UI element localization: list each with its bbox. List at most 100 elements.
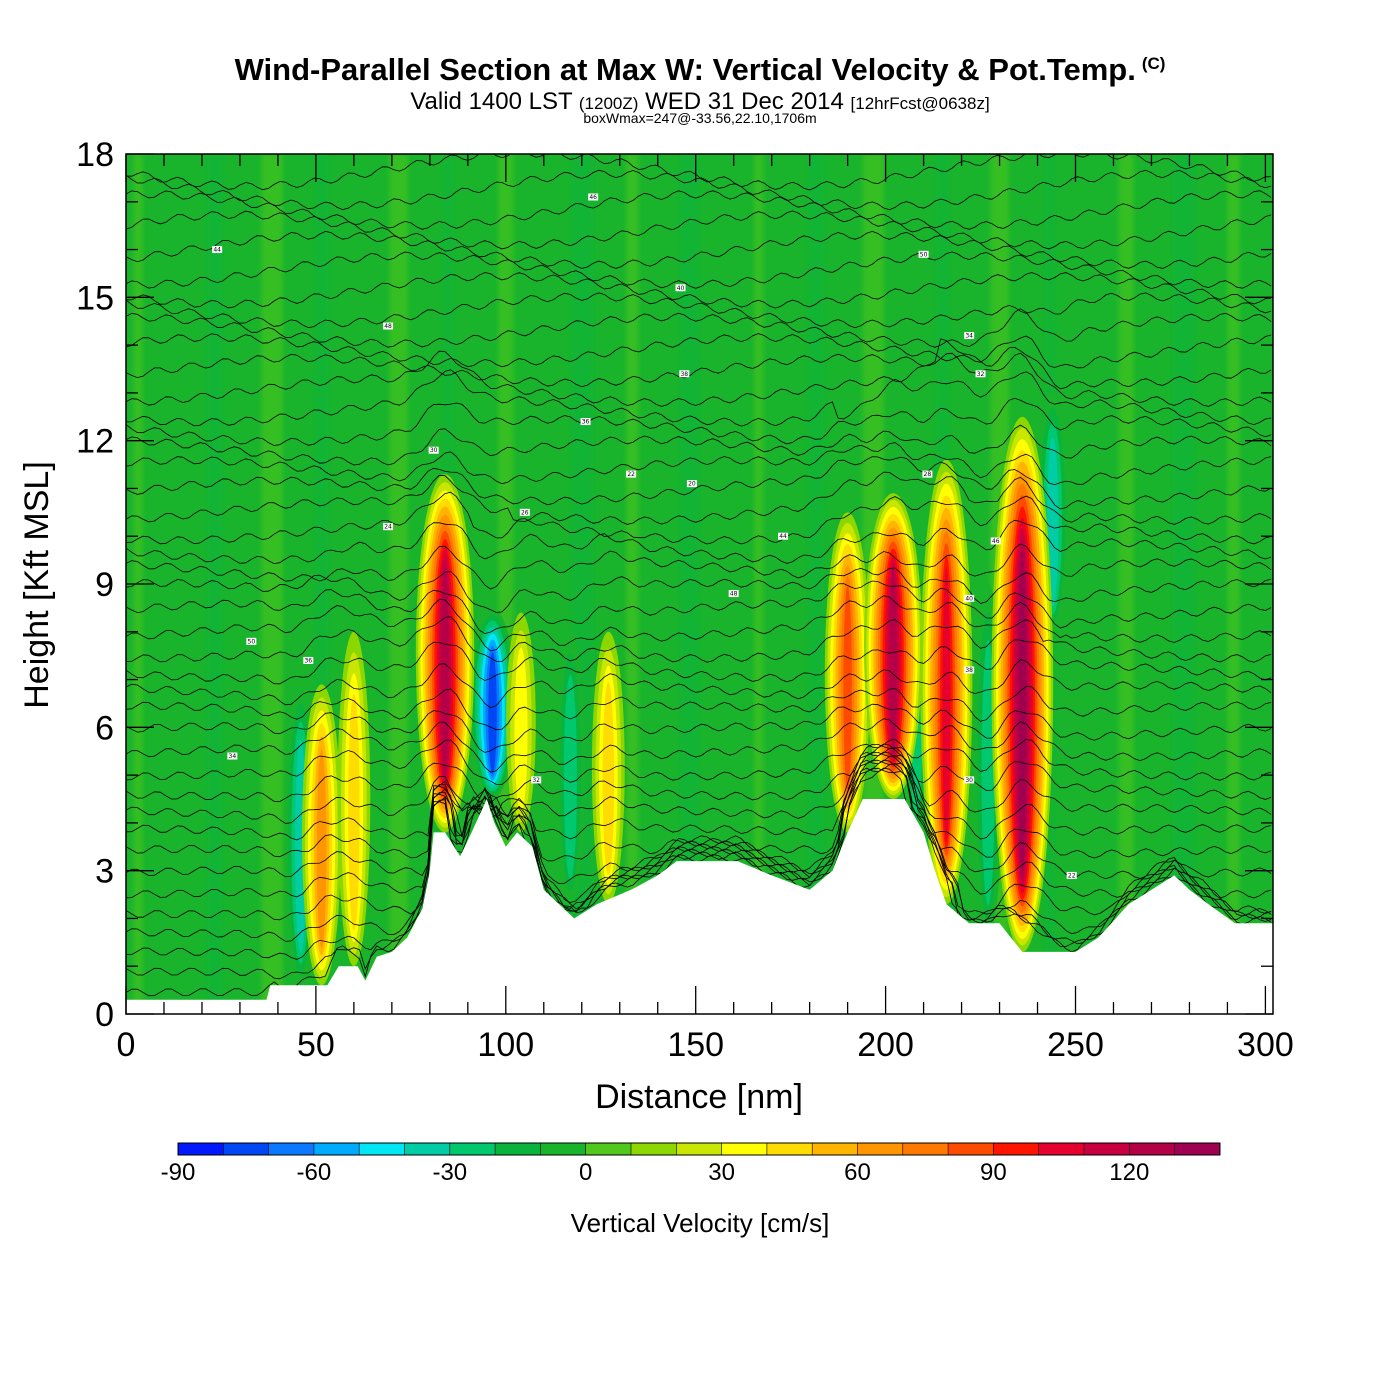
colorbar-swatch (449, 1143, 496, 1155)
colorbar-swatch (495, 1143, 541, 1155)
contour-label: 30 (965, 777, 973, 784)
contour-label-bg (303, 656, 314, 664)
theta-contour (126, 639, 1272, 685)
theta-contour (126, 744, 1272, 802)
colorbar-tick-label: -30 (432, 1159, 467, 1186)
x-axis-title: Distance [nm] (595, 1078, 803, 1116)
theta-contour (126, 154, 1272, 191)
theta-contour (126, 230, 1272, 269)
y-tick-label: 6 (95, 709, 114, 747)
colorbar-tick-label: 120 (1109, 1159, 1149, 1186)
theta-contour (126, 338, 1272, 390)
contour-label-bg (964, 594, 975, 602)
theta-contour (126, 759, 1272, 942)
colorbar-swatch (1174, 1143, 1221, 1155)
contour-label-bg (964, 332, 975, 340)
forecast-info: [12hrFcst@0638z] (850, 94, 990, 113)
contour-label-bg (975, 370, 986, 378)
colorbar-swatch (993, 1143, 1040, 1155)
contour-label: 44 (779, 533, 787, 540)
theta-contour (126, 190, 1272, 230)
contour-label: 24 (384, 524, 392, 531)
colorbar-swatch (766, 1143, 813, 1155)
contour-label: 26 (521, 509, 529, 516)
theta-contour (126, 292, 1272, 329)
colorbar-swatch (948, 1143, 994, 1155)
colorbar-tick-label: -60 (297, 1159, 332, 1186)
theta-contour (126, 424, 1272, 466)
theta-contour (126, 752, 1272, 862)
contour-label-bg (728, 590, 739, 598)
x-tick-label: 150 (667, 1026, 724, 1064)
background-streak (754, 154, 764, 1014)
downdraft-band (488, 652, 497, 774)
contour-label: 38 (680, 371, 688, 378)
colorbar-swatch (359, 1143, 405, 1155)
theta-contour (126, 350, 1272, 407)
contour-label-bg (990, 537, 1001, 545)
y-tick-label: 12 (76, 423, 114, 461)
colorbar-tick-label: 0 (579, 1159, 592, 1186)
updraft-band (843, 586, 852, 790)
theta-contour (126, 738, 1272, 785)
background-streak (207, 154, 223, 1014)
contour-label: 22 (1068, 872, 1076, 879)
theta-contour (126, 659, 1272, 709)
copyright-mark: (C) (1141, 53, 1166, 73)
valid-time: Valid 1400 LST (410, 88, 573, 115)
updraft-band (514, 647, 528, 813)
colorbar-swatch (404, 1143, 451, 1155)
theta-contour (126, 718, 1272, 773)
background-streak (1173, 154, 1195, 1014)
velocity-cores (284, 392, 1070, 986)
contour-label-bg (1066, 871, 1077, 879)
theta-contour (126, 456, 1272, 510)
contour-labels: 44 46 48 40 50 36 38 34 32 30 22 20 28 26 24 44 46 48 40 50… (212, 193, 1077, 879)
contour-label-bg (531, 776, 542, 784)
theta-contour (126, 442, 1272, 486)
contour-label-bg (686, 480, 697, 488)
valid-utc: (1200Z) (578, 94, 639, 113)
colorbar-tick-label: 30 (708, 1159, 735, 1186)
background-streak (626, 154, 639, 1014)
colorbar-swatch (631, 1143, 677, 1155)
contour-label: 50 (920, 251, 928, 258)
updraft-band (441, 563, 449, 781)
theta-contour (126, 580, 1272, 635)
contour-label: 32 (977, 371, 985, 378)
x-tick-label: 100 (477, 1026, 534, 1064)
y-tick-label: 15 (76, 279, 114, 317)
x-tick-label: 250 (1047, 1026, 1104, 1064)
colorbar-tick-label: -90 (161, 1159, 196, 1186)
colorbar-swatch (585, 1143, 632, 1155)
background-streak (1118, 154, 1134, 1014)
y-tick-label: 3 (95, 853, 114, 891)
chart-title-text: Wind-Parallel Section at Max W: Vertical… (234, 52, 1136, 87)
colorbar-swatch (1129, 1143, 1176, 1155)
contour-label-bg (964, 776, 975, 784)
theta-contour (126, 272, 1272, 309)
updraft-band (348, 693, 360, 931)
contour-label-bg (383, 523, 394, 531)
contour-label: 50 (248, 638, 256, 645)
contour-label-bg (383, 322, 394, 330)
contour-label: 46 (589, 194, 597, 201)
downdraft-band (981, 639, 995, 906)
theta-contour (126, 251, 1272, 289)
contour-label-bg (428, 446, 439, 454)
contour-label-bg (588, 193, 599, 201)
theta-contour (126, 169, 1272, 211)
contour-label-bg (679, 370, 690, 378)
colorbar-swatch (178, 1143, 224, 1155)
colorbar-swatch (223, 1143, 270, 1155)
colorbar-swatch (721, 1143, 768, 1155)
colorbar-swatch (540, 1143, 587, 1155)
contour-label-bg (778, 532, 789, 540)
contour-label-bg (580, 418, 591, 426)
box-info: boxWmax=247@-33.56,22.10,1706m (583, 110, 817, 126)
y-tick-label: 18 (76, 136, 114, 174)
contour-label-bg (675, 284, 686, 292)
contour-label: 44 (213, 247, 221, 254)
